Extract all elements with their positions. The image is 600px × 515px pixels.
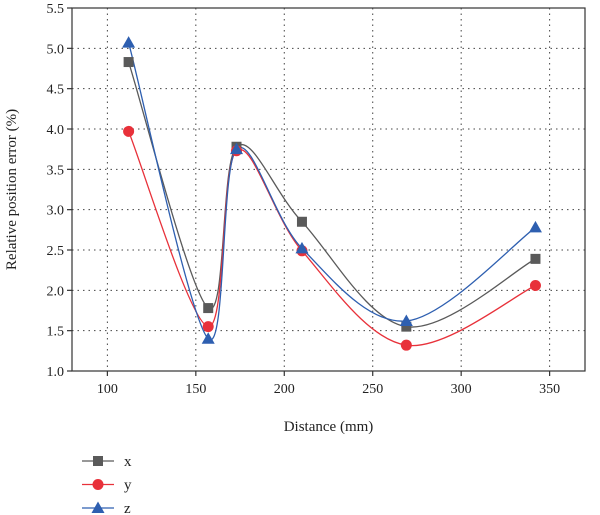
legend-label-z: z: [124, 501, 131, 515]
grid-lines: [72, 8, 585, 371]
x-axis-label: Distance (mm): [284, 419, 374, 435]
data-point-x: [296, 216, 307, 227]
x-tick-label: 200: [274, 382, 295, 397]
x-tick-label: 350: [539, 382, 560, 397]
legend: xyz: [82, 454, 132, 515]
data-point-z: [122, 36, 136, 48]
legend-label-x: x: [124, 454, 132, 470]
data-point-x: [530, 253, 541, 264]
data-point-x: [203, 303, 214, 314]
y-tick-label: 5.0: [47, 42, 65, 57]
x-tick-label: 300: [451, 382, 472, 397]
legend-marker-y: [92, 479, 104, 490]
y-tick-label: 3.0: [47, 204, 65, 219]
axis-ticks: 100 150 200 250 300 350 1.0 1.5 2.0 2.5 3.0 3.5 4.0 4…: [47, 2, 561, 397]
y-tick-label: 4.0: [47, 123, 65, 138]
data-point-z: [201, 332, 215, 344]
series-line-x: [127, 61, 536, 328]
series-group: [122, 36, 542, 351]
x-tick-label: 150: [185, 382, 206, 397]
y-tick-label: 2.0: [47, 284, 65, 299]
data-point-z: [528, 220, 542, 233]
series-line-z: [127, 42, 536, 341]
legend-label-y: y: [124, 478, 132, 494]
data-point-y: [123, 125, 135, 137]
y-tick-label: 2.5: [47, 244, 65, 259]
legend-marker-z: [91, 501, 105, 513]
y-axis-label: Relative position error (%): [4, 109, 20, 270]
y-tick-label: 1.5: [47, 325, 65, 340]
data-point-y: [202, 321, 214, 333]
x-tick-label: 100: [97, 382, 118, 397]
y-tick-label: 5.5: [47, 2, 65, 17]
data-point-y: [400, 339, 412, 351]
x-tick-label: 250: [362, 382, 383, 397]
y-tick-label: 1.0: [47, 365, 65, 380]
y-tick-label: 3.5: [47, 163, 65, 178]
data-point-y: [529, 279, 541, 291]
data-point-z: [399, 314, 413, 326]
plot-area-frame: [71, 7, 586, 372]
legend-marker-x: [93, 456, 103, 466]
data-point-x: [401, 321, 412, 332]
data-point-z: [230, 142, 244, 155]
data-point-z: [295, 241, 309, 254]
data-point-x: [123, 57, 134, 68]
y-tick-label: 4.5: [47, 83, 65, 98]
series-line-y: [128, 131, 536, 347]
